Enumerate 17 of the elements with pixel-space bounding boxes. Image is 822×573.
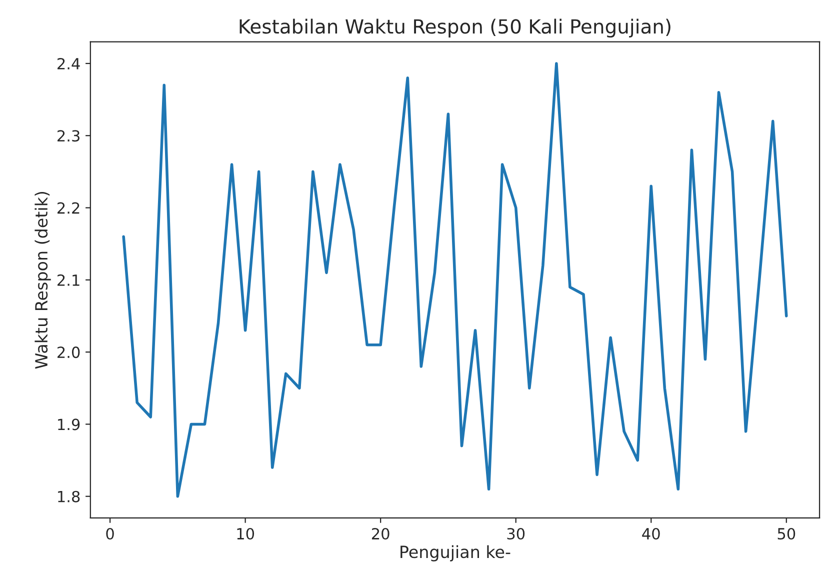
line-series [122,62,788,498]
x-tick-label: 10 [237,528,254,540]
y-tick-label: 1.8 [58,490,80,502]
chart-title: Kestabilan Waktu Respon (50 Kali Pengujian) [240,18,670,38]
y-tick-label: 2.4 [58,58,80,70]
y-tick-label: 1.9 [58,418,80,430]
x-tick-label: 30 [507,528,525,540]
y-tick-label: 2.1 [58,274,80,286]
x-tick-label: 50 [778,528,796,540]
y-tick-label: 2.3 [58,130,80,142]
x-tick-label: 20 [372,528,390,540]
y-tick-label: 2.2 [58,202,80,214]
y-tick-label: 2.0 [58,346,80,358]
y-axis-title: Waktu Respon (detik) [34,192,51,369]
x-axis-title: Pengujian ke- [400,545,510,562]
x-tick-label: 0 [106,528,114,540]
x-tick-label: 40 [642,528,660,540]
